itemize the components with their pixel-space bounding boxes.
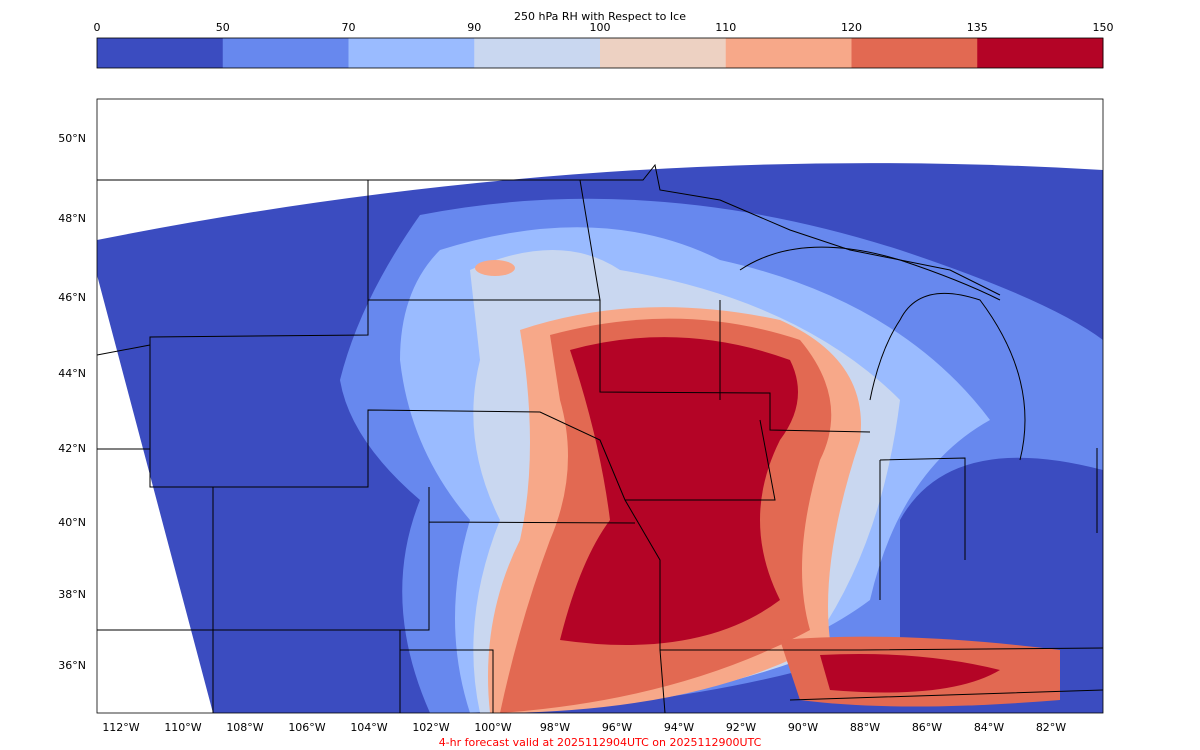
colorbar-tick-label: 0 (94, 21, 101, 34)
field (820, 654, 1000, 693)
lon-label: 102°W (412, 721, 449, 734)
colorbar-tick-label: 70 (342, 21, 356, 34)
lat-label: 50°N (58, 132, 86, 145)
colorbar-swatch (600, 38, 727, 68)
footer: 4-hr forecast valid at 2025112904UTC on … (439, 736, 762, 749)
lon-label: 88°W (850, 721, 880, 734)
lon-label: 96°W (602, 721, 632, 734)
lon-label: 108°W (226, 721, 263, 734)
lat-label: 40°N (58, 516, 86, 529)
lat-label: 44°N (58, 367, 86, 380)
lon-label: 92°W (726, 721, 756, 734)
lon-label: 110°W (164, 721, 201, 734)
lon-label: 112°W (102, 721, 139, 734)
lon-label: 94°W (664, 721, 694, 734)
colorbar-swatch (97, 38, 224, 68)
lon-label: 104°W (350, 721, 387, 734)
lon-label: 84°W (974, 721, 1004, 734)
colorbar-swatch (222, 38, 349, 68)
map-frame (96, 98, 1104, 714)
colorbar-swatch (851, 38, 978, 68)
colorbar-tick-label: 135 (967, 21, 988, 34)
field (475, 260, 515, 276)
lon-label: 82°W (1036, 721, 1066, 734)
colorbar-tick-label: 150 (1093, 21, 1114, 34)
colorbar-tick-label: 110 (715, 21, 736, 34)
borders (97, 163, 1103, 713)
lat-label: 38°N (58, 588, 86, 601)
lat-label: 46°N (58, 291, 86, 304)
colorbar-tick-label: 50 (216, 21, 230, 34)
colorbar: 0 50 70 90 100 110 120 135 150 (94, 21, 1114, 69)
lon-labels: 112°W 110°W 108°W 106°W 104°W 102°W 100°W 98°W 9… (102, 721, 1066, 734)
colorbar-swatch (977, 38, 1104, 68)
colorbar-tick-label: 120 (841, 21, 862, 34)
colorbar-swatch (348, 38, 475, 68)
field (560, 337, 798, 645)
colorbar-title: 250 hPa RH with Respect to Ice (514, 10, 686, 23)
lat-label: 42°N (58, 442, 86, 455)
colorbar-swatch (725, 38, 852, 68)
lon-label: 86°W (912, 721, 942, 734)
lon-label: 100°W (474, 721, 511, 734)
colorbar-frame (96, 37, 1104, 69)
lat-label: 48°N (58, 212, 86, 225)
lat-labels: 50°N 48°N 46°N 44°N 42°N 40°N 38°N 36°N (58, 132, 86, 672)
colorbar-tick-label: 90 (467, 21, 481, 34)
lon-label: 98°W (540, 721, 570, 734)
map-field (96, 98, 1104, 714)
colorbar-tick-label: 100 (590, 21, 611, 34)
lat-label: 36°N (58, 659, 86, 672)
lon-label: 106°W (288, 721, 325, 734)
lon-label: 90°W (788, 721, 818, 734)
colorbar-swatch (474, 38, 601, 68)
